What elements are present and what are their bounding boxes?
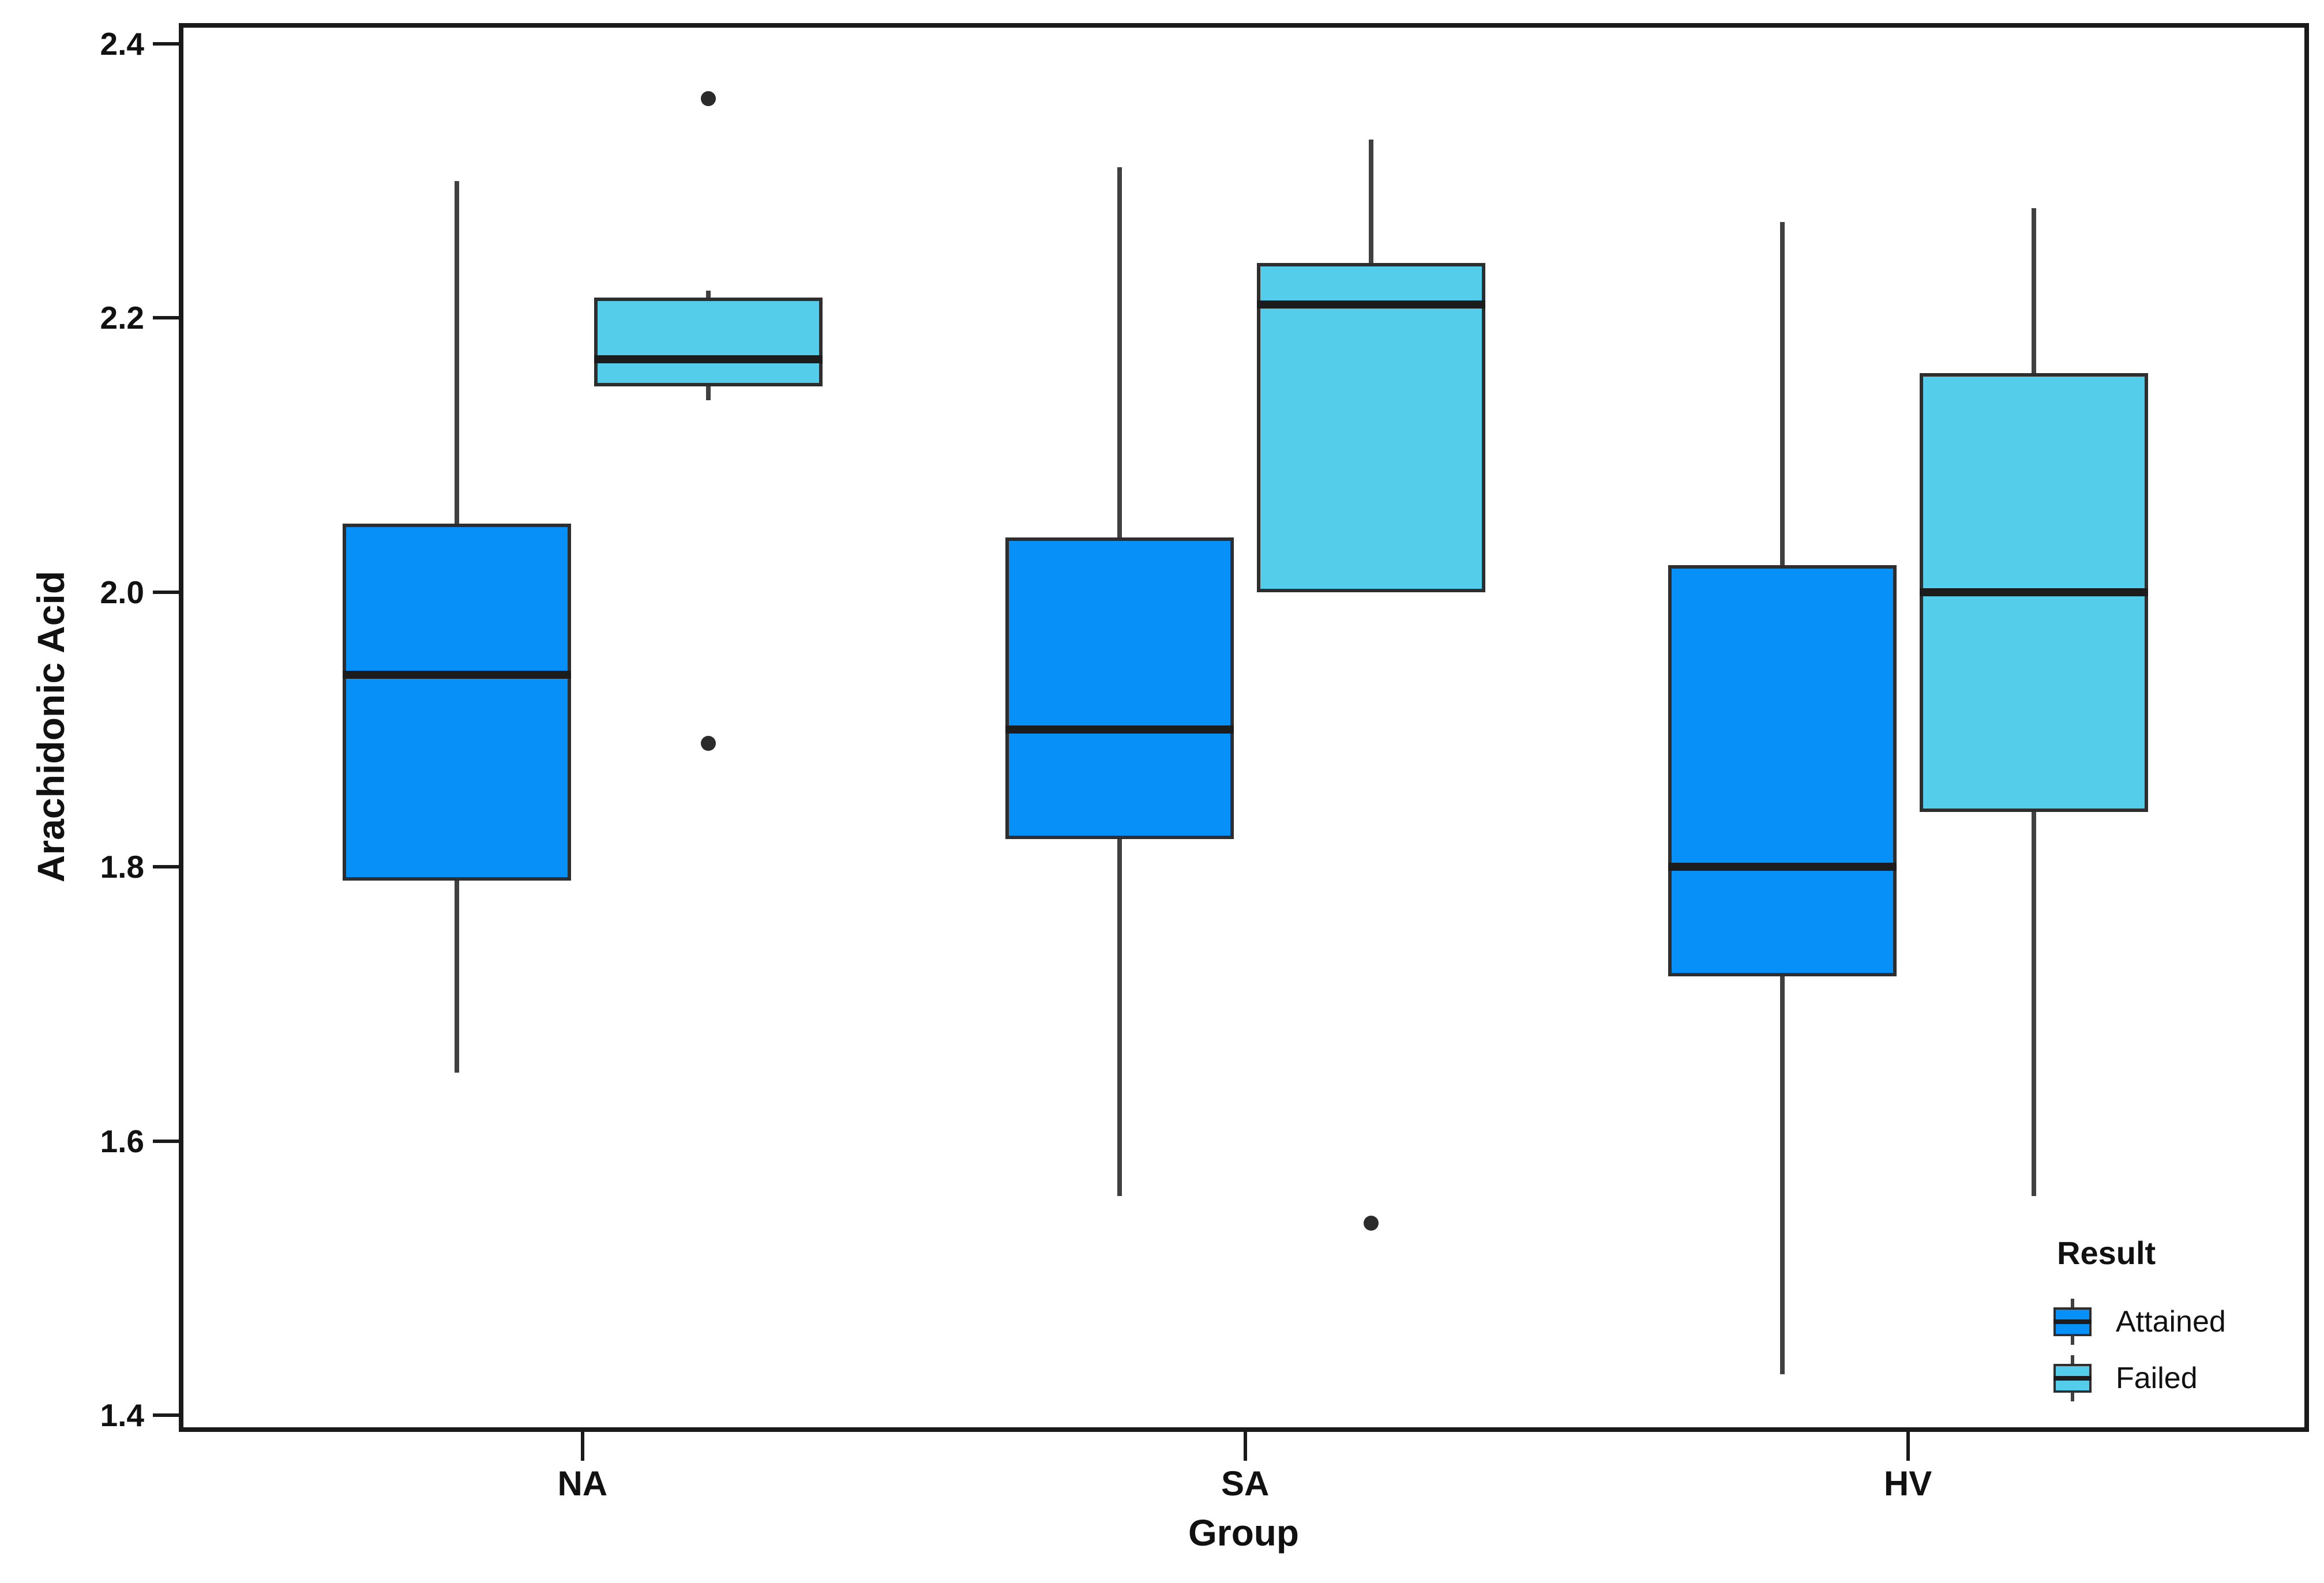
- whisker-lower-failed-na: [705, 386, 711, 401]
- legend-label-failed: Failed: [2116, 1362, 2198, 1395]
- y-axis-tick-label: 2.4: [100, 25, 144, 62]
- y-axis-tick: [153, 42, 179, 46]
- box-failed-sa: [1256, 263, 1485, 593]
- y-axis-tick: [153, 864, 179, 868]
- median-line-failed-sa: [1256, 300, 1485, 309]
- whisker-upper-failed-sa: [1368, 140, 1373, 264]
- swatch-whisker-bottom: [2071, 1392, 2074, 1401]
- y-axis-tick: [153, 1139, 179, 1143]
- median-line-attained-na: [342, 670, 571, 679]
- whisker-lower-attained-hv: [1779, 976, 1785, 1375]
- swatch-whisker-top: [2071, 1355, 2074, 1364]
- median-line-failed-na: [594, 355, 823, 363]
- y-axis-title: Arachidonic Acid: [29, 570, 72, 883]
- y-axis-tick-label: 1.4: [100, 1397, 144, 1434]
- x-axis-tick-label: HV: [1883, 1464, 1932, 1503]
- whisker-lower-attained-na: [454, 880, 459, 1073]
- swatch-median-line: [2053, 1319, 2092, 1324]
- swatch-median-line: [2053, 1376, 2092, 1381]
- median-line-attained-sa: [1005, 725, 1234, 734]
- x-axis-tick: [1243, 1432, 1247, 1461]
- median-line-attained-hv: [1668, 862, 1897, 871]
- box-attained-hv: [1668, 565, 1897, 977]
- y-axis-tick-label: 2.0: [100, 574, 144, 611]
- whisker-lower-attained-sa: [1117, 839, 1122, 1196]
- boxplot-swatch-icon: [2053, 1299, 2092, 1345]
- legend-label-attained: Attained: [2116, 1305, 2226, 1338]
- box-attained-na: [342, 524, 571, 881]
- y-axis-tick: [153, 316, 179, 320]
- x-axis-tick: [1906, 1432, 1910, 1461]
- y-axis-tick: [153, 591, 179, 595]
- box-attained-sa: [1005, 537, 1234, 840]
- y-axis-tick-label: 1.6: [100, 1123, 144, 1159]
- x-axis-title: Group: [1188, 1512, 1299, 1554]
- legend: Result Attained Failed: [2053, 1234, 2319, 1419]
- whisker-upper-failed-hv: [2031, 208, 2036, 373]
- box-failed-na: [594, 297, 823, 387]
- swatch-whisker-bottom: [2071, 1336, 2074, 1345]
- swatch-whisker-top: [2071, 1299, 2074, 1308]
- legend-title: Result: [2057, 1235, 2156, 1271]
- outlier-point-failed-sa: [1363, 1216, 1379, 1231]
- x-axis-tick-label: NA: [557, 1464, 608, 1503]
- median-line-failed-hv: [1919, 588, 2148, 597]
- x-axis-tick: [580, 1432, 584, 1461]
- boxplot-swatch-icon: [2053, 1355, 2092, 1401]
- outlier-point-failed-na: [700, 735, 716, 751]
- legend-entry-attained: Attained: [2053, 1299, 2226, 1345]
- whisker-lower-failed-hv: [2031, 811, 2036, 1196]
- y-axis-tick-label: 1.8: [100, 848, 144, 885]
- whisker-upper-failed-na: [705, 290, 711, 298]
- y-axis-tick-label: 2.2: [100, 300, 144, 336]
- legend-entry-failed: Failed: [2053, 1355, 2198, 1401]
- whisker-upper-attained-na: [454, 181, 459, 524]
- whisker-upper-attained-hv: [1779, 221, 1785, 565]
- x-axis-tick-label: SA: [1221, 1464, 1270, 1503]
- whisker-upper-attained-sa: [1117, 167, 1122, 538]
- outlier-point-failed-na: [700, 91, 716, 106]
- y-axis-tick: [153, 1413, 179, 1417]
